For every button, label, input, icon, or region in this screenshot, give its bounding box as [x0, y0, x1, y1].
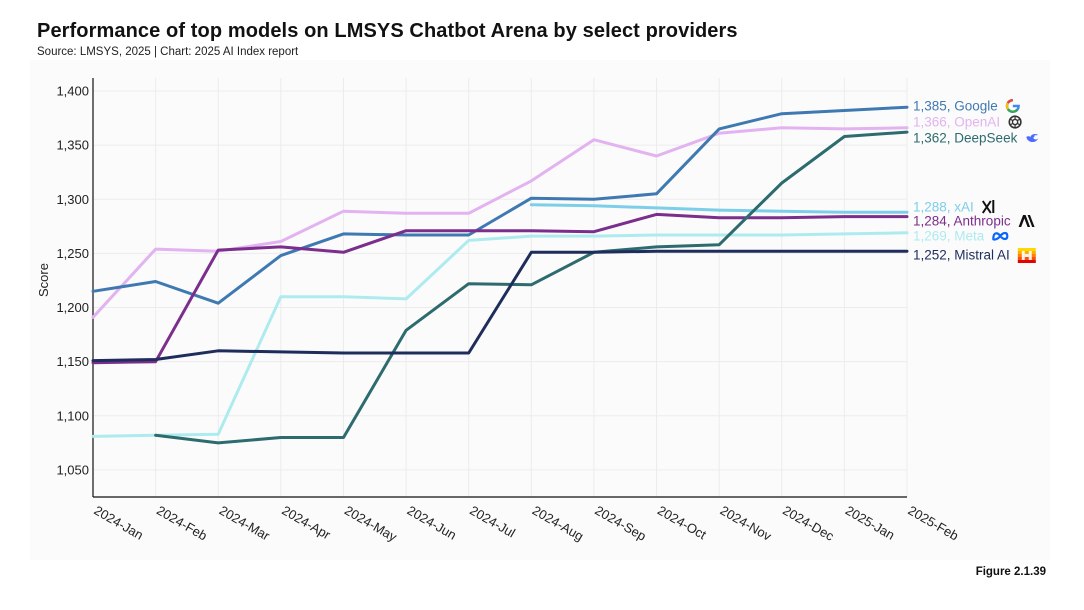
chart-source: Source: LMSYS, 2025 | Chart: 2025 AI Ind… [37, 46, 299, 58]
x-tick-label: 2024-Nov [718, 503, 775, 544]
x-tick-label: 2024-Jun [405, 503, 459, 543]
y-axis-label: Score [36, 263, 51, 297]
y-tick-label: 1,200 [56, 300, 89, 315]
series-line-openai[interactable] [91, 126, 909, 319]
y-tick-label: 1,050 [56, 462, 89, 477]
series-line-google[interactable] [91, 105, 909, 305]
x-tick-label: 2024-Dec [780, 503, 837, 544]
x-tick-label: 2024-Feb [154, 503, 210, 544]
y-tick-label: 1,300 [56, 192, 89, 207]
chart-title: Performance of top models on LMSYS Chatb… [37, 20, 738, 42]
anthropic-icon [1018, 215, 1035, 227]
x-ticks: 2024-Jan 2024-Feb 2024-Mar 2024-Apr 2024-May… [92, 503, 962, 545]
x-tick-label: 2024-Jul [467, 503, 518, 541]
series-line-meta[interactable] [91, 231, 909, 438]
x-tick-label: 2025-Feb [906, 503, 962, 544]
y-ticks: 1,050 1,100 1,150 1,200 1,250 1,300 1,350 1,400 [56, 83, 89, 477]
end-label-xai: 1,288, xAI [913, 200, 974, 215]
x-tick-label: 2024-Jan [92, 503, 146, 543]
series-line-deepseek[interactable] [154, 130, 909, 445]
x-tick-label: 2025-Jan [843, 503, 897, 543]
end-label-mistral-ai: 1,252, Mistral AI [913, 248, 1010, 263]
end-label-openai: 1,366, OpenAI [913, 115, 1000, 130]
series-line-anthropic[interactable] [91, 212, 909, 365]
y-tick-label: 1,100 [56, 408, 89, 423]
x-tick-label: 2024-Apr [279, 503, 333, 543]
series-line-mistral-ai[interactable] [91, 249, 909, 363]
google-icon [1005, 98, 1020, 113]
end-label-anthropic: 1,284, Anthropic [913, 214, 1011, 229]
y-tick-label: 1,350 [56, 138, 89, 153]
end-label-google: 1,385, Google [913, 99, 998, 114]
series-layer [91, 105, 909, 445]
y-tick-label: 1,400 [56, 83, 89, 98]
x-tick-label: 2024-Oct [655, 503, 709, 543]
mistral-icon [1017, 248, 1036, 263]
figure-number: Figure 2.1.39 [975, 566, 1046, 578]
x-tick-label: 2024-Mar [217, 503, 273, 544]
y-tick-label: 1,150 [56, 354, 89, 369]
end-label-meta: 1,269, Meta [913, 229, 985, 244]
x-tick-label: 2024-Aug [530, 503, 586, 544]
openai-icon [1008, 115, 1022, 129]
xai-icon [981, 200, 995, 214]
x-tick-label: 2024-Sep [592, 503, 648, 544]
end-label-deepseek: 1,362, DeepSeek [913, 131, 1018, 146]
axis-layer: Score [36, 78, 907, 498]
chart-panel [30, 60, 1050, 560]
y-tick-label: 1,250 [56, 246, 89, 261]
meta-icon [992, 231, 1009, 241]
x-tick-label: 2024-May [342, 503, 400, 545]
grid-layer [92, 78, 908, 497]
series-line-xai[interactable] [529, 203, 909, 214]
deepseek-icon [1026, 133, 1039, 143]
